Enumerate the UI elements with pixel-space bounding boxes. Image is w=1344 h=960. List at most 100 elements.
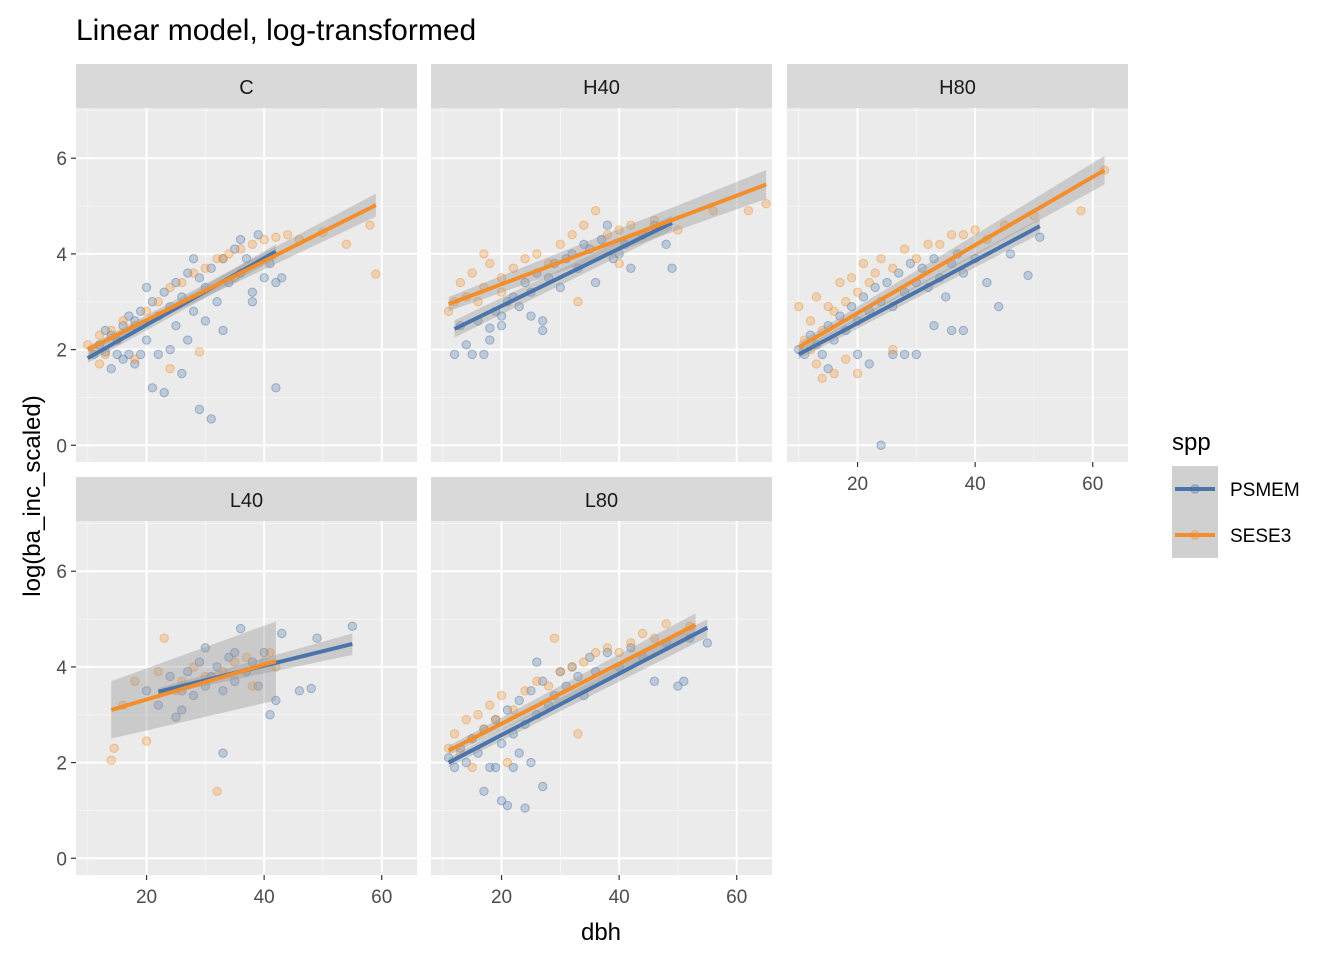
data-point-PSMEM: [200, 643, 211, 653]
data-point-PSMEM: [1023, 270, 1033, 281]
data-point-SESE3: [579, 220, 589, 230]
data-point-PSMEM: [573, 671, 583, 682]
data-point-PSMEM: [171, 320, 181, 331]
data-point-PSMEM: [579, 239, 589, 250]
data-point-SESE3: [811, 292, 822, 302]
data-point-PSMEM: [171, 712, 181, 722]
data-point-SESE3: [888, 263, 898, 273]
strip-C: [76, 64, 417, 108]
data-point-PSMEM: [247, 287, 258, 297]
data-point-PSMEM: [649, 676, 660, 686]
strip-H80: [787, 64, 1128, 108]
data-point-PSMEM: [124, 349, 134, 360]
data-point-SESE3: [567, 230, 577, 240]
panel-background-H40: [431, 108, 772, 462]
data-point-PSMEM: [230, 676, 240, 686]
strip-label-C: C: [239, 77, 253, 99]
data-point-PSMEM: [124, 311, 134, 321]
data-point-PSMEM: [514, 695, 524, 706]
y-tick-label: 6: [56, 149, 67, 170]
data-point-PSMEM: [253, 230, 263, 240]
data-point-SESE3: [841, 297, 851, 307]
data-point-PSMEM: [247, 297, 258, 307]
data-point-SESE3: [508, 705, 519, 715]
data-point-SESE3: [212, 786, 222, 796]
x-tick-label: 20: [847, 474, 868, 495]
data-point-SESE3: [259, 234, 269, 245]
data-point-PSMEM: [496, 796, 507, 806]
data-point-PSMEM: [858, 292, 869, 302]
data-point-PSMEM: [602, 220, 613, 230]
data-point-PSMEM: [347, 621, 358, 631]
fit-line-SESE3: [797, 168, 1106, 349]
data-point-SESE3: [1076, 206, 1086, 216]
data-point-PSMEM: [141, 335, 152, 345]
data-point-SESE3: [637, 628, 648, 639]
data-point-PSMEM: [823, 364, 833, 374]
data-point-PSMEM: [526, 757, 536, 768]
data-point-PSMEM: [982, 277, 992, 288]
data-point-PSMEM: [118, 354, 128, 364]
legend-label-PSMEM: PSMEM: [1230, 480, 1300, 501]
data-point-SESE3: [817, 373, 827, 383]
data-point-SESE3: [811, 359, 822, 369]
data-point-PSMEM: [235, 234, 246, 245]
data-point-SESE3: [141, 736, 152, 746]
data-point-SESE3: [455, 277, 466, 288]
data-point-SESE3: [496, 287, 507, 297]
data-point-PSMEM: [206, 263, 216, 273]
y-axis-title: log(ba_inc_scaled): [19, 395, 46, 596]
legend-title: spp: [1172, 429, 1211, 456]
data-point-PSMEM: [218, 253, 228, 264]
data-point-SESE3: [265, 647, 275, 658]
data-point-SESE3: [485, 258, 495, 269]
data-point-PSMEM: [667, 263, 677, 273]
data-point-SESE3: [823, 301, 833, 312]
data-point-PSMEM: [177, 368, 187, 379]
data-point-PSMEM: [590, 277, 601, 288]
data-point-PSMEM: [218, 686, 228, 696]
data-point-SESE3: [520, 686, 530, 696]
data-point-SESE3: [449, 729, 460, 739]
data-point-SESE3: [590, 206, 601, 216]
data-point-SESE3: [188, 268, 199, 278]
data-point-SESE3: [130, 676, 140, 686]
data-point-SESE3: [852, 287, 863, 297]
x-tick-label: 40: [965, 474, 986, 495]
data-point-SESE3: [876, 253, 886, 264]
data-point-PSMEM: [679, 676, 689, 686]
data-point-PSMEM: [538, 316, 548, 326]
data-point-SESE3: [341, 239, 352, 250]
legend-label-SESE3: SESE3: [1230, 526, 1291, 547]
data-point-SESE3: [532, 249, 542, 259]
data-point-PSMEM: [277, 273, 287, 283]
data-point-PSMEM: [183, 666, 193, 677]
data-point-SESE3: [109, 743, 119, 753]
x-tick-label: 40: [609, 887, 630, 908]
panel-background-L40: [76, 521, 417, 875]
data-point-SESE3: [579, 657, 589, 667]
data-point-SESE3: [970, 225, 980, 235]
data-point-SESE3: [614, 258, 624, 269]
data-point-PSMEM: [993, 301, 1004, 312]
strip-label-L80: L80: [585, 490, 618, 512]
data-point-SESE3: [614, 225, 624, 235]
data-point-PSMEM: [165, 671, 175, 682]
x-tick-label: 20: [491, 887, 512, 908]
data-point-SESE3: [829, 306, 839, 317]
data-point-PSMEM: [555, 666, 566, 677]
data-point-PSMEM: [508, 762, 519, 773]
data-point-SESE3: [958, 230, 969, 240]
data-point-SESE3: [496, 273, 507, 283]
data-point-PSMEM: [259, 273, 269, 283]
data-point-PSMEM: [165, 344, 175, 355]
data-point-PSMEM: [911, 349, 922, 360]
data-point-SESE3: [235, 244, 246, 254]
panel-background-L80: [431, 521, 772, 875]
legend-entry-SESE3: SESE3: [1172, 512, 1291, 558]
data-point-SESE3: [555, 239, 566, 250]
data-point-PSMEM: [130, 359, 140, 369]
data-point-SESE3: [485, 700, 495, 710]
data-point-PSMEM: [917, 263, 927, 273]
